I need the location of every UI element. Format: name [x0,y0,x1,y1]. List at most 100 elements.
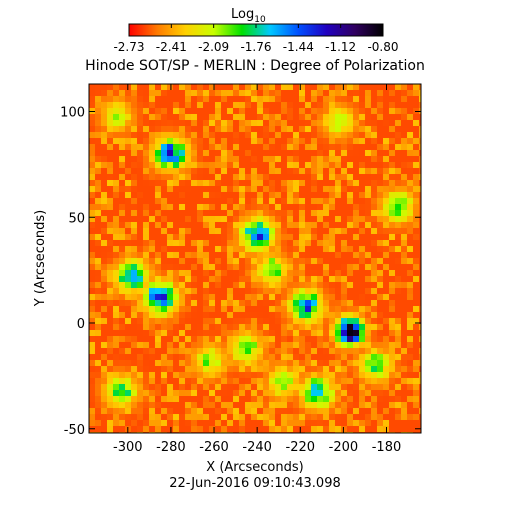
heatmap-cell [293,348,299,354]
heatmap-cell [323,426,329,432]
heatmap-cell [347,210,353,216]
heatmap-cell [407,324,413,330]
heatmap-cell [155,276,161,282]
heatmap-cell [413,216,419,222]
heatmap-cell [137,366,143,372]
heatmap-cell [221,402,227,408]
heatmap-cell [131,282,137,288]
heatmap-cell [263,162,269,168]
heatmap-cell [395,114,401,120]
heatmap-cell [209,396,215,402]
heatmap-cell [389,186,395,192]
heatmap-cell [197,270,203,276]
heatmap-cell [281,132,287,138]
heatmap-cell [287,168,293,174]
heatmap-cell [89,114,95,120]
heatmap-cell [101,330,107,336]
heatmap-cell [233,288,239,294]
heatmap-cell [341,318,347,324]
heatmap-cell [389,180,395,186]
heatmap-cell [401,192,407,198]
heatmap-cell [149,282,155,288]
heatmap-cell [233,222,239,228]
heatmap-cell [281,276,287,282]
heatmap-cell [335,84,341,90]
heatmap-cell [341,408,347,414]
heatmap-cell [113,324,119,330]
heatmap-cell [125,420,131,426]
heatmap-cell [419,252,421,258]
heatmap-cell [371,198,377,204]
heatmap-cell [299,162,305,168]
heatmap-cell [197,228,203,234]
heatmap-cell [95,132,101,138]
heatmap-cell [107,348,113,354]
heatmap-cell [191,108,197,114]
heatmap-cell [89,312,95,318]
heatmap-cell [173,384,179,390]
heatmap-cell [263,96,269,102]
heatmap-cell [371,138,377,144]
heatmap-cell [419,84,421,90]
heatmap-cell [107,372,113,378]
heatmap-cell [197,390,203,396]
heatmap-cell [233,372,239,378]
heatmap-cell [245,360,251,366]
heatmap-cell [209,378,215,384]
heatmap-cell [341,240,347,246]
heatmap-cell [185,234,191,240]
heatmap-cell [221,96,227,102]
heatmap-cell [305,294,311,300]
heatmap-cell [401,108,407,114]
heatmap-cell [149,426,155,432]
heatmap-cell [305,306,311,312]
heatmap-cell [407,114,413,120]
heatmap-cell [245,396,251,402]
heatmap-cell [101,120,107,126]
heatmap-cell [371,342,377,348]
heatmap-cell [245,210,251,216]
heatmap-cell [197,192,203,198]
heatmap-cell [347,198,353,204]
heatmap-cell [221,192,227,198]
heatmap-cell [191,360,197,366]
y-axis-label: Y (Arcseconds) [33,210,48,307]
heatmap-cell [197,186,203,192]
heatmap-cell [113,252,119,258]
heatmap-cell [245,144,251,150]
heatmap-cell [197,396,203,402]
heatmap-cell [383,276,389,282]
heatmap-cell [383,108,389,114]
heatmap-cell [335,282,341,288]
heatmap-cell [101,342,107,348]
heatmap-cell [143,156,149,162]
heatmap-cell [413,372,419,378]
heatmap-cell [185,198,191,204]
heatmap-cell [257,330,263,336]
heatmap-cell [323,282,329,288]
heatmap-cell [389,204,395,210]
heatmap-cell [323,336,329,342]
heatmap-cell [341,174,347,180]
heatmap-cell [383,330,389,336]
heatmap-cell [197,360,203,366]
heatmap-cell [305,156,311,162]
heatmap-cell [371,180,377,186]
heatmap-cell [161,306,167,312]
heatmap-cell [161,90,167,96]
heatmap-cell [341,168,347,174]
heatmap-cell [113,300,119,306]
heatmap-cell [377,378,383,384]
heatmap-cell [353,342,359,348]
heatmap-cell [107,138,113,144]
heatmap-cell [317,144,323,150]
heatmap-cell [113,210,119,216]
heatmap-cell [269,102,275,108]
heatmap-cell [95,324,101,330]
heatmap-cell [269,210,275,216]
heatmap-cell [227,90,233,96]
heatmap-cell [209,156,215,162]
heatmap-cell [203,330,209,336]
heatmap-cell [197,384,203,390]
heatmap-cell [173,234,179,240]
